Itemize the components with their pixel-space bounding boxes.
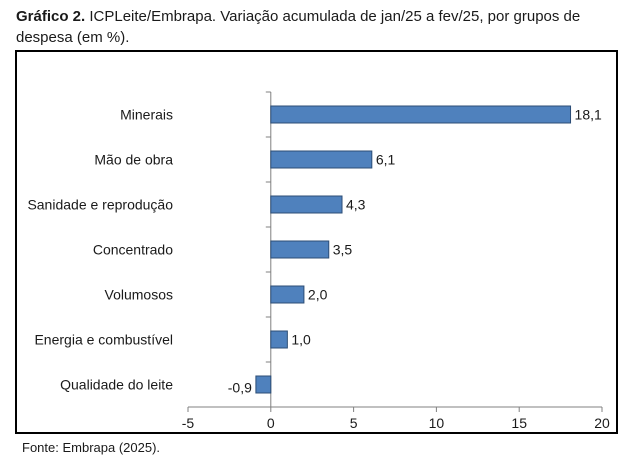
category-label: Energia e combustível	[34, 332, 173, 348]
source-note: Fonte: Embrapa (2025).	[22, 440, 161, 455]
bar	[270, 330, 288, 349]
bar	[270, 195, 343, 214]
bar	[270, 150, 373, 169]
x-tick-label: 20	[594, 415, 610, 431]
category-label: Mão de obra	[94, 152, 173, 168]
value-label: 1,0	[291, 332, 311, 348]
bar	[270, 285, 305, 304]
value-label: 4,3	[346, 197, 366, 213]
category-label: Volumosos	[105, 287, 173, 303]
x-tick-label: -5	[182, 415, 195, 431]
value-label: -0,9	[228, 380, 252, 396]
value-label: 2,0	[308, 287, 328, 303]
chart-frame: -5 0 5 10 15 20 Minerais 18,1 Mão de obra 6,1 Sani…	[15, 50, 618, 434]
category-label: Sanidade e reprodução	[27, 197, 173, 213]
x-tick-label: 10	[429, 415, 445, 431]
x-tick-label: 15	[511, 415, 527, 431]
bar	[270, 240, 330, 259]
x-tick-label: 0	[267, 415, 275, 431]
category-label: Concentrado	[93, 242, 173, 258]
x-tick-label: 5	[350, 415, 358, 431]
category-label: Minerais	[120, 107, 173, 123]
value-label: 3,5	[333, 242, 353, 258]
value-label: 18,1	[575, 107, 602, 123]
value-label: 6,1	[376, 152, 396, 168]
caption-prefix: Gráfico 2.	[16, 8, 86, 25]
chart-caption: Gráfico 2. ICPLeite/Embrapa. Variação ac…	[16, 6, 621, 48]
bar	[270, 105, 572, 124]
bar	[255, 375, 272, 394]
caption-text: ICPLeite/Embrapa. Variação acumulada de …	[16, 8, 581, 46]
category-label: Qualidade do leite	[60, 377, 173, 393]
bar-chart: -5 0 5 10 15 20 Minerais 18,1 Mão de obra 6,1 Sani…	[27, 91, 610, 431]
